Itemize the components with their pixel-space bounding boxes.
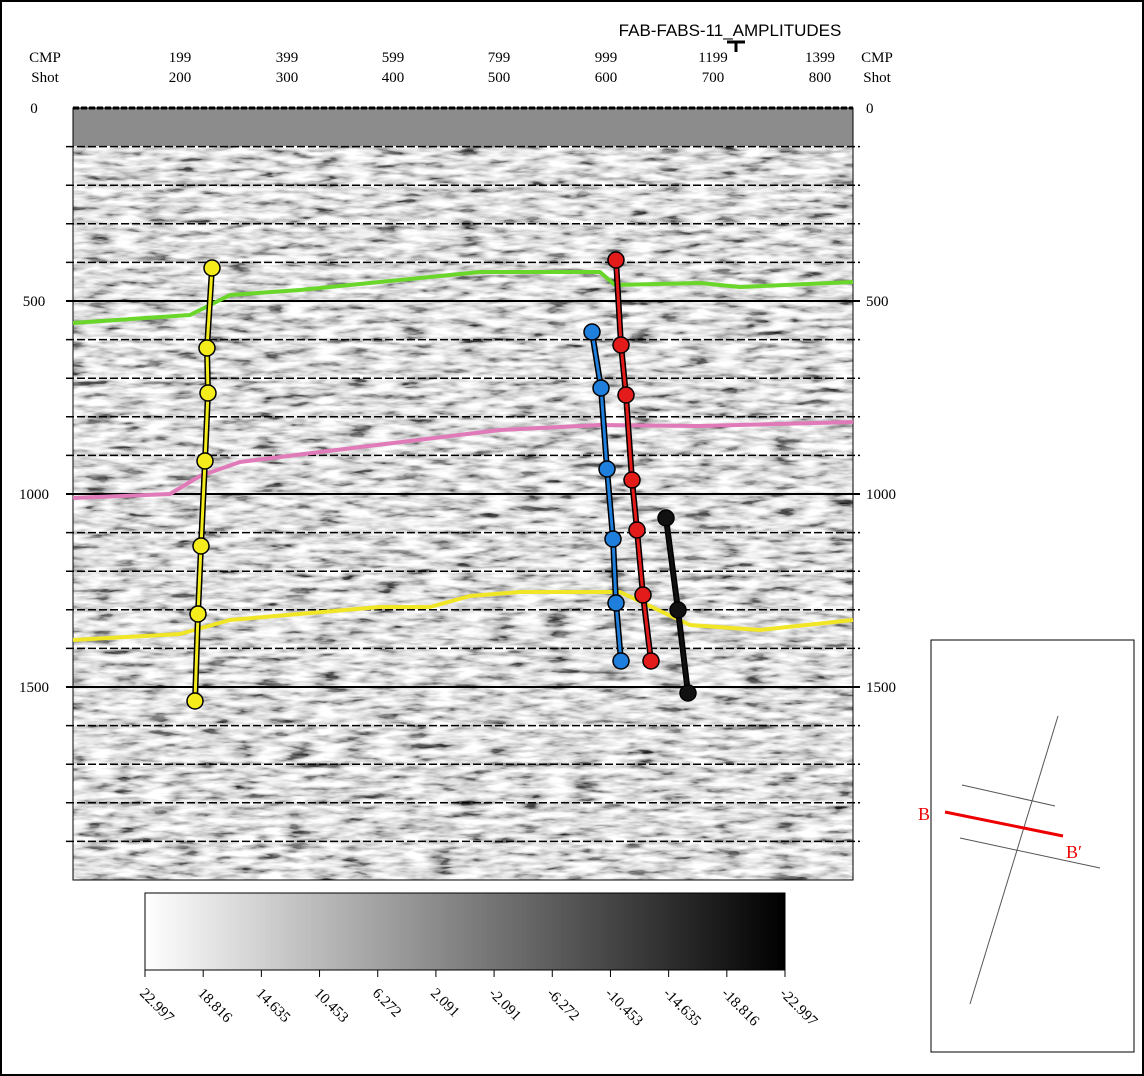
map-line bbox=[959, 837, 1101, 869]
shot-label: Shot bbox=[863, 70, 891, 86]
fault-point bbox=[604, 530, 622, 548]
shot-tick-label: 700 bbox=[702, 70, 725, 86]
y-tick-label: 1500 bbox=[19, 680, 49, 696]
fault-point bbox=[628, 521, 646, 539]
inset-frame bbox=[930, 639, 1135, 1053]
y-tick-label: 1000 bbox=[866, 487, 896, 503]
fault-point bbox=[198, 339, 216, 357]
fault-point bbox=[623, 471, 641, 489]
cmp-tick-label: 399 bbox=[276, 50, 299, 66]
fault-point bbox=[192, 537, 210, 555]
map-line bbox=[961, 784, 1056, 807]
horizon bbox=[72, 420, 854, 500]
fault-point bbox=[196, 452, 214, 470]
map-label: B bbox=[918, 804, 930, 824]
shot-label: Shot bbox=[31, 70, 59, 86]
fault-point bbox=[598, 460, 616, 478]
y-tick-label: 500 bbox=[23, 294, 46, 310]
section-line bbox=[944, 810, 1064, 838]
fault-point bbox=[634, 586, 652, 604]
cmp-tick-label: 599 bbox=[382, 50, 405, 66]
inset-map: B B′ bbox=[918, 639, 1135, 1053]
shot-tick-label: 600 bbox=[595, 70, 618, 86]
shot-tick-label: 200 bbox=[169, 70, 192, 86]
fault-point bbox=[189, 605, 207, 623]
shot-tick-label: 300 bbox=[276, 70, 299, 86]
y-tick-label: 0 bbox=[30, 101, 38, 117]
y-tick-label: 0 bbox=[866, 101, 874, 117]
colorbar bbox=[144, 892, 786, 971]
cmp-tick-label: 799 bbox=[488, 50, 511, 66]
horizon bbox=[72, 590, 854, 642]
fault-point bbox=[657, 509, 675, 527]
fault-point bbox=[669, 601, 687, 619]
fault-point bbox=[607, 251, 625, 269]
map-label: B′ bbox=[1066, 842, 1082, 862]
y-tick-label: 500 bbox=[866, 294, 889, 310]
cmp-label: CMP bbox=[29, 50, 61, 66]
title: FAB-FABS-11_AMPLITUDES bbox=[619, 21, 842, 40]
cmp-tick-label: 1399 bbox=[805, 50, 835, 66]
shot-tick-label: 500 bbox=[488, 70, 511, 86]
shot-tick-label: 800 bbox=[809, 70, 832, 86]
fault-point bbox=[607, 594, 625, 612]
fault-point bbox=[203, 259, 221, 277]
fault-stick bbox=[590, 331, 623, 662]
fault-point bbox=[199, 384, 217, 402]
fault-point bbox=[583, 323, 601, 341]
fault-point bbox=[592, 379, 610, 397]
fault-point bbox=[679, 684, 697, 702]
cmp-tick-label: 199 bbox=[169, 50, 192, 66]
fault-point bbox=[612, 336, 630, 354]
marker bbox=[727, 40, 745, 52]
mute-zone bbox=[73, 108, 853, 146]
cmp-label: CMP bbox=[861, 50, 893, 66]
map-line bbox=[969, 715, 1059, 1005]
shot-tick-label: 400 bbox=[382, 70, 405, 86]
colorbar-ramp bbox=[144, 892, 786, 971]
cmp-tick-label: 1199 bbox=[698, 50, 727, 66]
y-tick-label: 1000 bbox=[19, 487, 49, 503]
fault-point bbox=[642, 652, 660, 670]
fault-point bbox=[617, 386, 635, 404]
fault-point bbox=[612, 652, 630, 670]
y-tick-label: 1500 bbox=[866, 680, 896, 696]
fault-point bbox=[186, 692, 204, 710]
cmp-tick-label: 999 bbox=[595, 50, 618, 66]
